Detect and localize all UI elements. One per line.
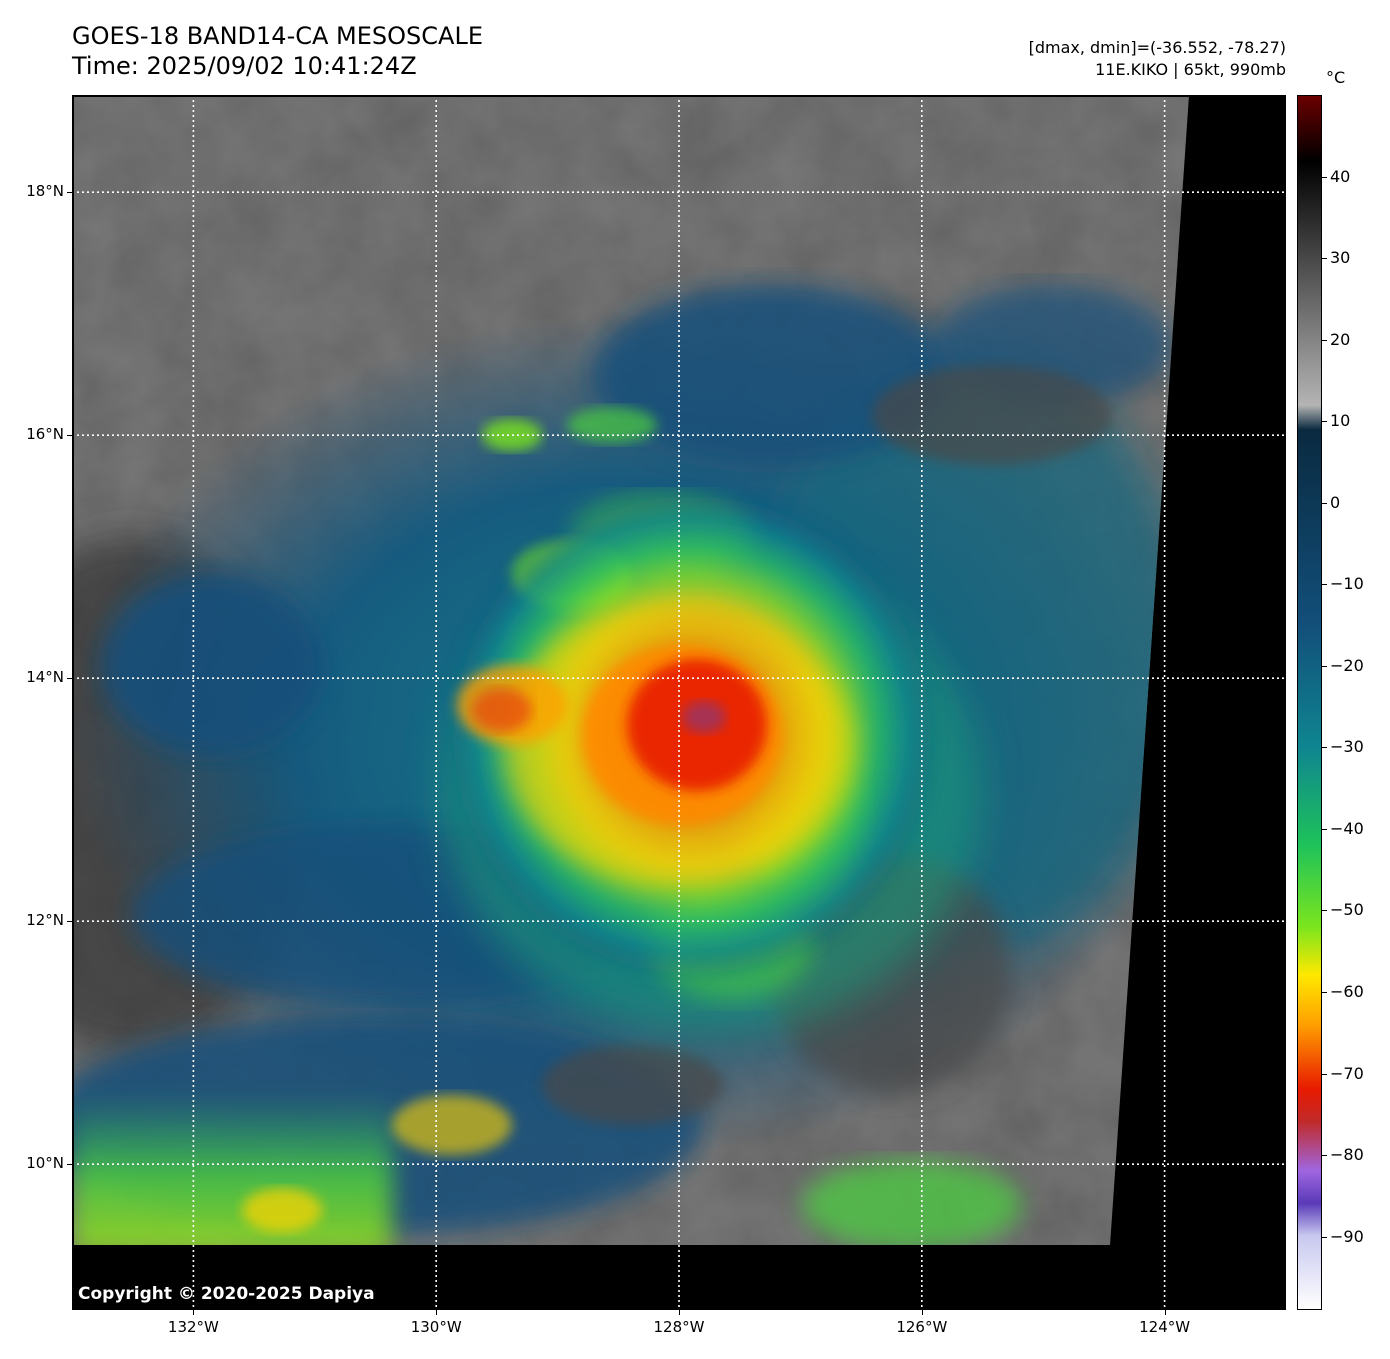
graticule [72,95,1286,1310]
lon-tick-label: 124°W [1139,1318,1191,1336]
colorbar-tick-label: −40 [1330,818,1364,838]
colorbar-tick-label: −70 [1330,1063,1364,1083]
lat-tick-mark [67,678,72,680]
colorbar-tick-label: −60 [1330,981,1364,1001]
lat-tick-mark [67,192,72,194]
colorbar-tick-mark [1322,339,1327,341]
colorbar-tick-mark [1322,1236,1327,1238]
lat-tick-label: 18°N [26,182,64,201]
lon-tick-mark [193,1310,195,1315]
colorbar-tick-mark [1322,258,1327,260]
colorbar-tick-mark [1322,1155,1327,1157]
colorbar-tick-label: −80 [1330,1145,1364,1165]
lon-tick-mark [436,1310,438,1315]
lon-tick-label: 132°W [167,1318,219,1336]
colorbar-tick-label: 10 [1330,411,1351,431]
chart-timestamp: Time: 2025/09/02 10:41:24Z [72,52,417,80]
lat-tick-mark [67,1164,72,1166]
lat-tick-mark [67,921,72,923]
colorbar-tick-label: −30 [1330,737,1364,757]
colorbar-tick-mark [1322,910,1327,912]
colorbar-tick-label: 20 [1330,329,1351,349]
lat-tick-label: 12°N [26,911,64,930]
lat-tick-label: 10°N [26,1154,64,1173]
colorbar-tick-mark [1322,991,1327,993]
lon-tick-mark [1164,1310,1166,1315]
storm-info: 11E.KIKO | 65kt, 990mb [1095,60,1286,79]
lon-tick-label: 130°W [410,1318,462,1336]
colorbar-tick-label: −90 [1330,1226,1364,1246]
lat-tick-label: 14°N [26,668,64,687]
colorbar-unit: °C [1326,68,1346,87]
data-range-info: [dmax, dmin]=(-36.552, -78.27) [1028,38,1286,57]
lon-tick-label: 128°W [653,1318,705,1336]
colorbar-tick-mark [1322,584,1327,586]
colorbar-tick-mark [1322,421,1327,423]
colorbar-tick-mark [1322,828,1327,830]
lon-tick-mark [921,1310,923,1315]
lat-tick-label: 16°N [26,425,64,444]
colorbar-tick-label: −20 [1330,655,1364,675]
colorbar-tick-label: 0 [1330,492,1341,512]
colorbar-tick-mark [1322,176,1327,178]
colorbar-tick-label: 40 [1330,166,1351,186]
satellite-map [72,95,1286,1310]
colorbar-tick-mark [1322,1073,1327,1075]
colorbar-tick-mark [1322,665,1327,667]
lat-tick-mark [67,435,72,437]
temperature-colorbar [1297,95,1322,1310]
lon-tick-mark [679,1310,680,1315]
colorbar-tick-label: −50 [1330,900,1364,920]
lon-tick-label: 126°W [896,1318,948,1336]
copyright-notice: Copyright © 2020-2025 Dapiya [78,1284,375,1304]
colorbar-tick-mark [1322,747,1327,749]
colorbar-tick-label: −10 [1330,574,1364,594]
colorbar-tick-mark [1322,502,1327,504]
chart-title: GOES-18 BAND14-CA MESOSCALE [72,22,483,50]
colorbar-tick-label: 30 [1330,248,1351,268]
